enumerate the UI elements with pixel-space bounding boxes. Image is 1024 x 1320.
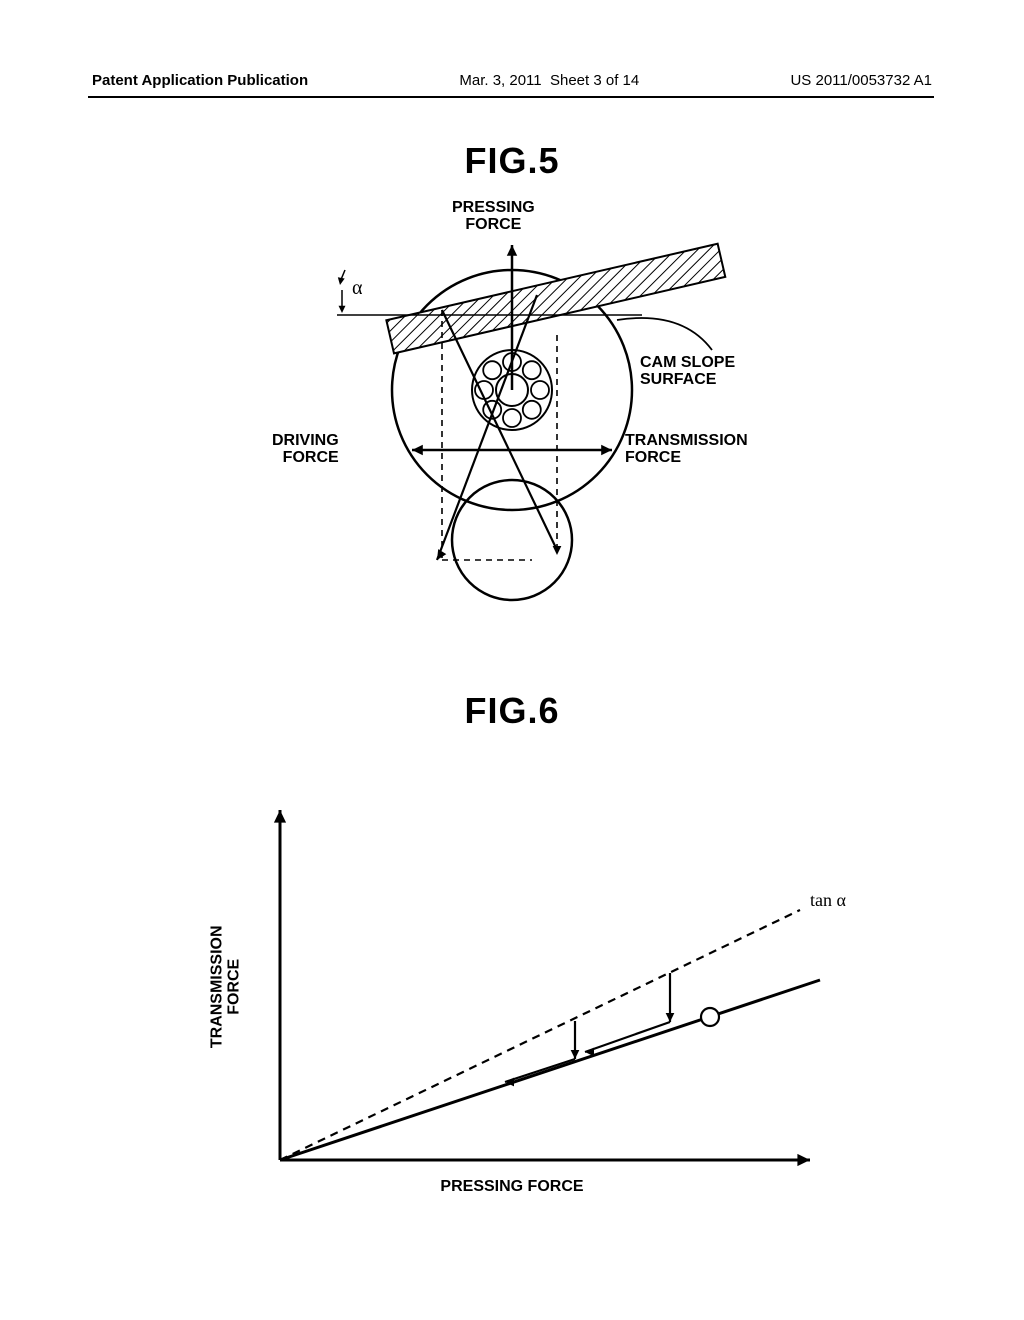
fig6-ylabel: TRANSMISSION FORCE <box>210 925 244 1048</box>
fig6-diagram: TRANSMISSION FORCE PRESSING FORCE tan α <box>0 760 1024 1220</box>
fig6-tan-label: tan α <box>810 890 846 911</box>
alpha-symbol: α <box>352 277 362 300</box>
fig6-title: FIG.6 <box>0 690 1024 732</box>
fig5-svg <box>0 200 1024 670</box>
fig6-svg <box>0 760 1024 1220</box>
label-pressing-force: PRESSING FORCE <box>452 200 535 234</box>
header-date: Mar. 3, 2011 Sheet 3 of 14 <box>459 72 639 89</box>
header-pubnum: US 2011/0053732 A1 <box>790 72 932 89</box>
fig6-xlabel: PRESSING FORCE <box>0 1178 1024 1196</box>
label-driving-force: DRIVING FORCE <box>272 433 339 467</box>
header-rule <box>88 96 934 98</box>
fig5-diagram: PRESSING FORCE α CAM SLOPE SURFACE DRIVI… <box>0 200 1024 650</box>
header-left: Patent Application Publication <box>92 72 308 89</box>
label-transmission-force: TRANSMISSION FORCE <box>625 433 748 467</box>
page-header: Patent Application Publication Mar. 3, 2… <box>0 72 1024 89</box>
label-cam-slope: CAM SLOPE SURFACE <box>640 355 735 389</box>
fig5-title: FIG.5 <box>0 140 1024 182</box>
